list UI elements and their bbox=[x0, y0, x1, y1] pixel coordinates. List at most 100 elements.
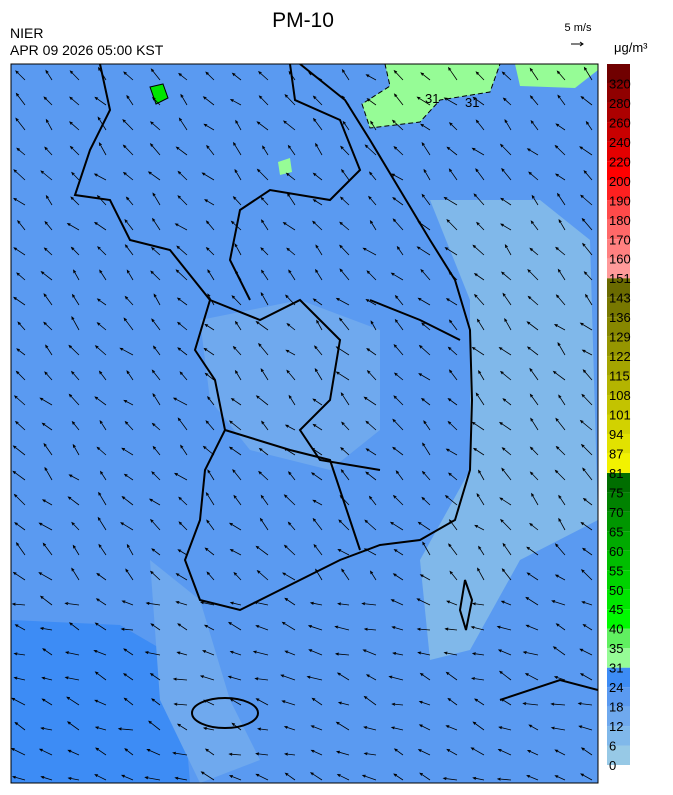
colorbar-bin bbox=[607, 589, 630, 610]
wind-arrow bbox=[529, 471, 539, 481]
wind-arrow bbox=[15, 117, 26, 131]
wind-arrow bbox=[175, 601, 188, 606]
wind-arrow bbox=[15, 70, 26, 81]
wind-arrow bbox=[502, 398, 512, 406]
wind-arrow bbox=[310, 725, 323, 731]
wind-arrow bbox=[283, 494, 296, 506]
wind-arrow bbox=[235, 119, 242, 131]
wind-arrow bbox=[288, 394, 296, 406]
wind-arrow bbox=[229, 98, 242, 106]
wind-arrow bbox=[68, 393, 80, 406]
wind-arrow bbox=[390, 726, 404, 731]
wind-arrow bbox=[558, 218, 566, 231]
colorbar-label: 24 bbox=[609, 680, 623, 695]
wind-arrow bbox=[337, 701, 350, 706]
wind-arrow bbox=[420, 123, 431, 131]
wind-arrow bbox=[152, 392, 161, 406]
colorbar-bin bbox=[607, 550, 630, 571]
wind-arrow bbox=[16, 272, 26, 281]
wind-arrow bbox=[43, 96, 53, 106]
colorbar-label: 50 bbox=[609, 583, 623, 598]
wind-arrow bbox=[417, 297, 431, 306]
wind-arrow bbox=[72, 544, 80, 556]
wind-arrow bbox=[498, 670, 512, 681]
wind-arrow bbox=[120, 627, 134, 631]
wind-arrow bbox=[14, 624, 26, 631]
wind-arrow bbox=[11, 697, 26, 706]
wind-arrow bbox=[471, 652, 485, 656]
wind-arrow bbox=[234, 243, 242, 256]
wind-arrow bbox=[420, 397, 431, 406]
colorbar-label: 6 bbox=[609, 739, 616, 754]
wind-arrow bbox=[501, 467, 512, 481]
wind-arrow bbox=[66, 696, 80, 706]
wind-arrow bbox=[336, 672, 350, 681]
wind-arrow bbox=[498, 726, 512, 731]
colorbar-label: 180 bbox=[609, 213, 631, 228]
wind-arrow bbox=[255, 395, 269, 406]
wind-arrow bbox=[43, 442, 53, 456]
wind-arrow bbox=[12, 571, 26, 581]
wind-arrow bbox=[15, 542, 26, 556]
wind-arrow bbox=[341, 168, 350, 181]
wind-arrow bbox=[288, 269, 296, 281]
wind-arrow bbox=[145, 601, 161, 606]
wind-arrow bbox=[527, 295, 539, 306]
wind-arrow bbox=[502, 292, 512, 306]
wind-arrow bbox=[94, 96, 107, 106]
wind-arrow bbox=[66, 721, 80, 731]
wind-arrow bbox=[580, 194, 593, 206]
wind-arrow bbox=[341, 568, 350, 581]
wind-arrow bbox=[391, 626, 404, 631]
wind-arrow bbox=[334, 625, 350, 631]
wind-arrow bbox=[288, 471, 296, 481]
wind-arrow bbox=[13, 197, 26, 206]
wind-arrow bbox=[203, 624, 215, 631]
wind-arrow bbox=[13, 247, 26, 256]
wind-arrow bbox=[418, 724, 431, 731]
colorbar-label: 12 bbox=[609, 719, 623, 734]
wind-arrow bbox=[173, 702, 188, 706]
wind-arrow bbox=[148, 498, 161, 506]
wind-arrow bbox=[363, 752, 377, 756]
wind-arrow bbox=[365, 448, 377, 456]
wind-arrow bbox=[153, 293, 161, 306]
wind-arrow bbox=[472, 776, 485, 781]
legend-unit: μg/m³ bbox=[614, 40, 648, 55]
wind-arrow bbox=[416, 627, 431, 631]
wind-arrow bbox=[524, 673, 539, 681]
wind-arrow bbox=[554, 144, 566, 156]
wind-arrow bbox=[528, 171, 539, 181]
wind-arrow bbox=[393, 343, 404, 356]
wind-arrow bbox=[522, 651, 539, 656]
wind-arrow bbox=[178, 496, 188, 506]
wind-arrow bbox=[337, 602, 350, 606]
wind-arrow bbox=[526, 148, 539, 156]
wind-arrow bbox=[176, 651, 188, 656]
wind-arrow bbox=[204, 748, 215, 756]
wind-arrow bbox=[369, 570, 377, 581]
wind-arrow bbox=[366, 98, 377, 106]
wind-arrow bbox=[340, 145, 350, 156]
wind-arrow bbox=[471, 346, 485, 356]
wind-arrow bbox=[421, 496, 431, 506]
wind-arrow bbox=[150, 68, 161, 81]
wind-arrow bbox=[44, 146, 53, 156]
wind-arrow bbox=[119, 347, 134, 356]
colorbar-label: 101 bbox=[609, 408, 631, 423]
wind-arrow bbox=[234, 320, 242, 331]
wind-arrow bbox=[423, 168, 431, 181]
wind-arrow bbox=[44, 220, 53, 231]
wind-arrow bbox=[530, 417, 539, 431]
wind-arrow bbox=[580, 521, 593, 531]
wind-arrow bbox=[71, 316, 80, 331]
wind-arrow bbox=[338, 317, 350, 331]
wind-arrow bbox=[341, 421, 350, 431]
colorbar-label: 200 bbox=[609, 174, 631, 189]
wind-arrow bbox=[41, 499, 53, 506]
wind-arrow bbox=[552, 646, 566, 656]
wind-arrow bbox=[447, 346, 458, 356]
wind-arrow bbox=[71, 521, 80, 531]
wind-arrow bbox=[392, 652, 404, 656]
wind-arrow bbox=[557, 342, 566, 356]
